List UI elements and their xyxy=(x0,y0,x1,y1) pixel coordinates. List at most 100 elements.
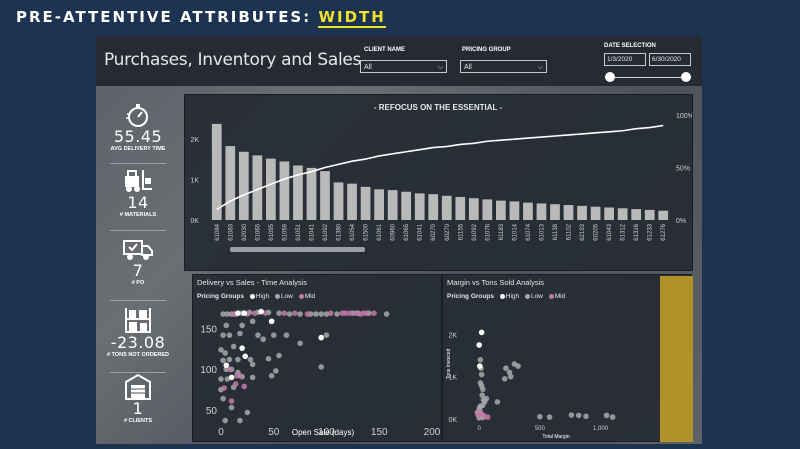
legend-dot-mid xyxy=(548,293,554,299)
scatter-point-low xyxy=(218,347,224,353)
kpi-label: # MATERIALS xyxy=(119,212,157,218)
scatter-point-low xyxy=(506,369,513,376)
legend-title: Pricing Groups xyxy=(447,293,494,300)
legend-dot-low xyxy=(274,293,280,299)
date-slider-end-handle[interactable] xyxy=(681,72,691,82)
scatter-point-mid xyxy=(346,310,353,316)
highlight-strip xyxy=(660,276,693,442)
delivery-sales-panel: Delivery vs Sales - Time Analysis Pricin… xyxy=(192,274,442,442)
dashboard-header: Purchases, Inventory and Sales CLIENT NA… xyxy=(96,36,702,86)
pareto-bar xyxy=(279,161,290,220)
scatter-point-high xyxy=(258,308,264,315)
pareto-bar xyxy=(306,167,317,220)
forklift-icon xyxy=(125,170,152,192)
scatter-point-low xyxy=(260,336,266,343)
legend-dot-mid xyxy=(298,293,304,299)
date-filter-label: DATE SELECTION xyxy=(604,43,656,49)
scatter-point-low xyxy=(583,413,589,420)
pareto-chart: - REFOCUS ON THE ESSENTIAL - 0K 1K 2K 0% 50% 1… xyxy=(190,103,692,252)
y-axis-label: Tons Invoiced xyxy=(446,348,452,379)
date-start-input[interactable]: 1/3/2020 xyxy=(604,53,646,66)
x-tick-label: 61059 xyxy=(282,223,288,240)
scatter-point-low xyxy=(568,412,575,418)
legend-mid[interactable]: Mid xyxy=(304,293,316,300)
kpi-divider xyxy=(110,230,166,231)
scatter-point-low xyxy=(494,399,501,405)
pareto-bar xyxy=(347,183,357,220)
scatter-point-mid xyxy=(281,310,288,316)
date-slider-start-handle[interactable] xyxy=(605,72,615,82)
y-tick-label: 150 xyxy=(200,324,217,335)
scatter-point-high xyxy=(478,329,485,336)
scatter-point-low xyxy=(220,332,226,338)
client-filter-value: All xyxy=(364,64,372,71)
x-tick-label: 0 xyxy=(218,427,224,438)
y-tick-label: 100 xyxy=(200,365,217,376)
scatter-point-mid xyxy=(251,310,258,316)
scatter-point-low xyxy=(313,311,319,317)
scatter-point-low xyxy=(230,343,237,350)
legend-title: Pricing Groups xyxy=(197,293,244,300)
x-tick-label: 61095 xyxy=(269,223,275,240)
cumulative-line xyxy=(216,124,664,211)
scatter-point-mid xyxy=(475,412,481,418)
scatter-point-low xyxy=(239,322,245,329)
x-tick-label: 61083 xyxy=(228,223,234,240)
pareto-bar xyxy=(509,201,520,220)
kpi-value: 14 xyxy=(127,193,149,212)
legend-dot-high xyxy=(499,293,505,299)
date-end-input[interactable]: 6/30/2020 xyxy=(649,53,691,66)
x-tick-label: 61054 xyxy=(350,223,356,240)
scatter-point-low xyxy=(224,376,231,382)
horizontal-scrollbar xyxy=(230,247,365,252)
x-tick-label: 61065 xyxy=(404,223,410,240)
x-tick-label: 61076 xyxy=(485,223,491,240)
scatter-point-mid xyxy=(262,310,269,316)
pareto-bar xyxy=(631,209,642,220)
x-tick-label: 61074 xyxy=(526,223,532,240)
pareto-bar xyxy=(550,204,560,220)
x-tick-label: 0 xyxy=(478,426,482,432)
scatter-point-low xyxy=(323,311,330,317)
legend-mid[interactable]: Mid xyxy=(554,293,566,300)
date-slider-track[interactable] xyxy=(608,77,688,78)
pareto-bar xyxy=(617,208,628,220)
scatter-point-mid xyxy=(342,310,349,316)
scatter-point-low xyxy=(235,356,241,363)
pricing-filter-dropdown[interactable]: All ⌵ xyxy=(460,60,547,73)
scatter-point-low xyxy=(228,404,235,411)
kpi-label: # TONS NOT ORDERED xyxy=(107,352,169,358)
scatter-point-low xyxy=(226,356,233,363)
client-filter-dropdown[interactable]: All ⌵ xyxy=(360,60,447,73)
scatter-point-low xyxy=(255,332,261,338)
slide-title: PRE-ATTENTIVE ATTRIBUTES: WIDTH xyxy=(16,8,386,28)
y-tick-label-left: 1K xyxy=(190,178,199,185)
scatter-point-low xyxy=(276,310,282,316)
legend-low[interactable]: Low xyxy=(530,293,543,300)
scatter-point-low xyxy=(501,375,508,382)
scatter-point-high xyxy=(318,334,325,341)
pareto-bar xyxy=(604,207,614,220)
kpi-label: # CLIENTS xyxy=(123,418,153,424)
scatter-point-high xyxy=(235,310,241,316)
pareto-bar xyxy=(563,205,574,220)
x-tick-label: 61102 xyxy=(567,223,573,240)
x-tick-label: 61065 xyxy=(255,223,261,240)
x-tick-label: 60960 xyxy=(391,223,397,240)
kpi-value: 7 xyxy=(132,261,144,280)
legend-high[interactable]: High xyxy=(255,293,270,300)
scatter-point-mid xyxy=(237,373,243,379)
legend-low[interactable]: Low xyxy=(280,293,293,300)
pareto-bar xyxy=(468,198,479,220)
scatter-point-mid xyxy=(353,310,359,316)
pareto-bar xyxy=(360,186,371,220)
x-tick-label: 61380 xyxy=(337,223,343,240)
x-tick-label: 61014 xyxy=(512,223,518,240)
pricing-filter-label: PRICING GROUP xyxy=(462,47,511,53)
legend-high[interactable]: High xyxy=(505,293,520,300)
scatter-point-low xyxy=(244,409,251,416)
kpi-value: -23.08 xyxy=(110,333,166,352)
scatter-point-mid xyxy=(230,311,237,317)
pareto-bar xyxy=(252,155,263,220)
